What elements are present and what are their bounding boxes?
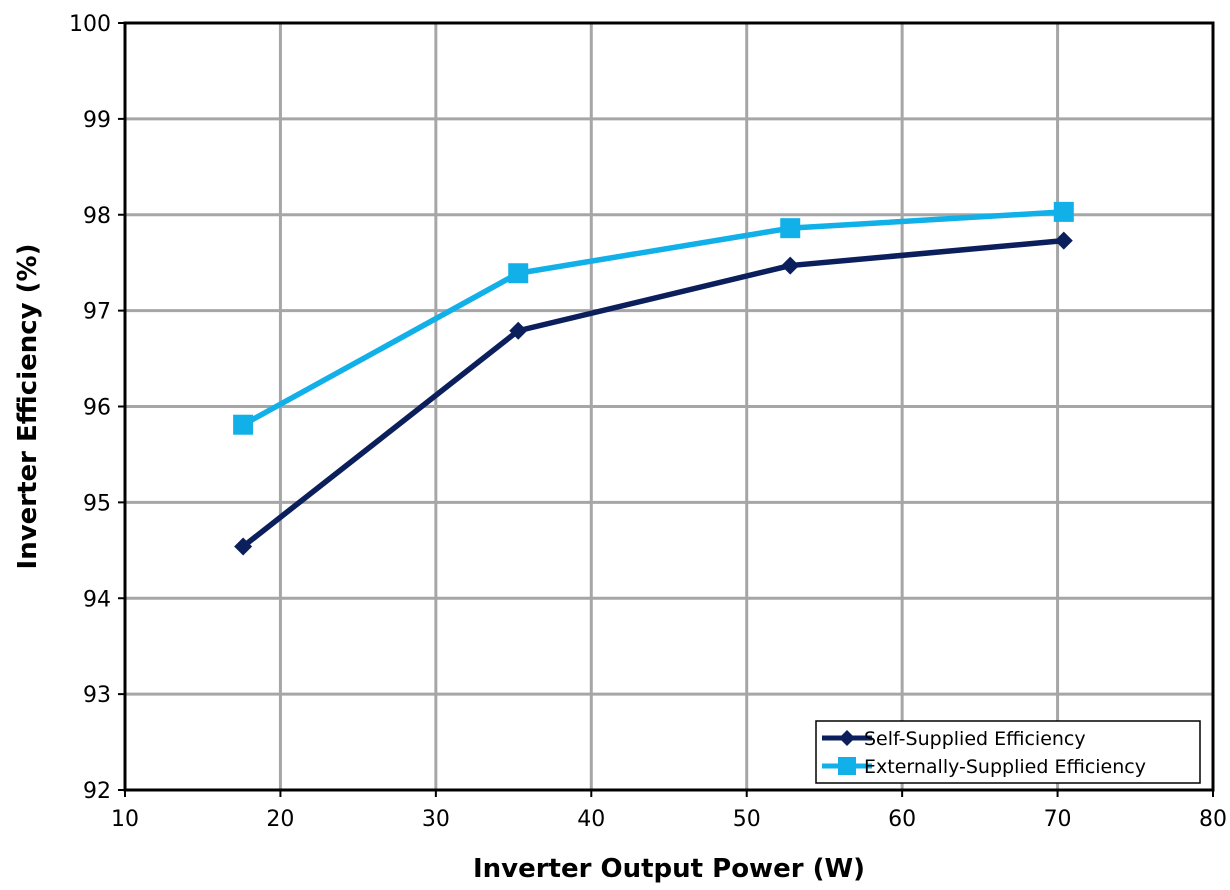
legend-entry-externally-supplied: Externally-Supplied Efficiency xyxy=(822,756,1146,778)
x-tick-label: 30 xyxy=(422,807,450,832)
y-tick-label: 99 xyxy=(83,108,111,133)
x-tick-label: 80 xyxy=(1199,807,1227,832)
legend-label-self-supplied: Self-Supplied Efficiency xyxy=(864,728,1086,750)
data-point-square xyxy=(233,414,254,435)
y-tick-label: 97 xyxy=(83,300,111,325)
data-point-diamond xyxy=(234,537,253,556)
series-group xyxy=(233,201,1074,556)
x-tick-label: 70 xyxy=(1044,807,1072,832)
legend-marker-diamond xyxy=(839,730,855,746)
y-tick-label: 95 xyxy=(83,491,111,516)
x-tick-label: 60 xyxy=(888,807,916,832)
data-point-square xyxy=(508,263,529,284)
grid xyxy=(125,23,1213,790)
data-point-diamond xyxy=(781,256,800,275)
data-point-square xyxy=(1053,201,1074,222)
y-tick-label: 100 xyxy=(69,12,111,37)
y-tick-label: 96 xyxy=(83,396,111,421)
x-tick-label: 20 xyxy=(266,807,294,832)
x-tick-label: 50 xyxy=(733,807,761,832)
legend: Self-Supplied Efficiency Externally-Supp… xyxy=(815,720,1201,784)
data-point-diamond xyxy=(509,321,528,340)
series-line xyxy=(241,237,1065,549)
y-tick-label: 92 xyxy=(83,779,111,804)
legend-box xyxy=(815,720,1201,784)
series-self-supplied xyxy=(234,231,1073,556)
y-tick-label: 94 xyxy=(83,587,111,612)
y-tick-label: 98 xyxy=(83,204,111,229)
y-tick-label: 93 xyxy=(83,683,111,708)
x-tick-label: 10 xyxy=(111,807,139,832)
data-point-square xyxy=(780,218,801,239)
data-point-diamond xyxy=(1054,231,1073,250)
series-externally-supplied xyxy=(233,201,1074,435)
x-axis-title: Inverter Output Power (W) xyxy=(473,854,865,884)
x-tick-label: 40 xyxy=(577,807,605,832)
series-line xyxy=(241,209,1064,428)
legend-marker-square xyxy=(838,757,856,775)
legend-label-externally-supplied: Externally-Supplied Efficiency xyxy=(864,756,1146,778)
axis-ticks: 10 20 30 40 50 60 70 80 92 93 94 95 96 97 98 99 100 xyxy=(69,12,1227,832)
legend-entry-self-supplied: Self-Supplied Efficiency xyxy=(822,728,1086,750)
y-axis-title: Inverter Efficiency (%) xyxy=(13,244,43,570)
